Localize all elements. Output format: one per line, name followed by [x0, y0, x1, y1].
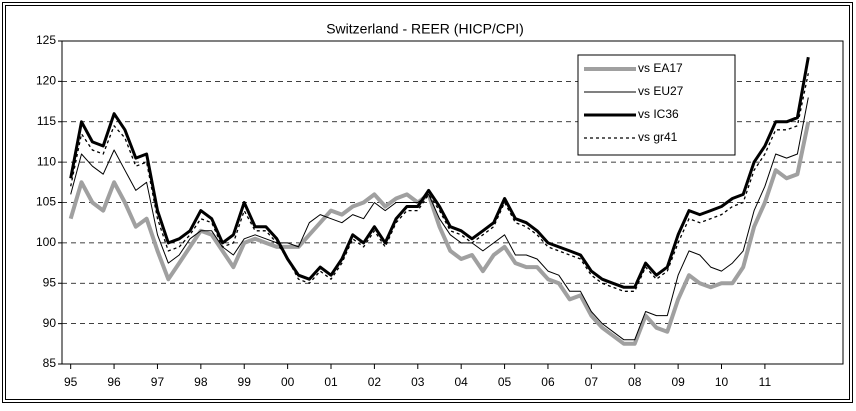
y-tick-label: 90: [43, 316, 57, 330]
x-tick-label: 08: [628, 375, 642, 389]
y-tick-label: 120: [36, 74, 56, 88]
x-tick-label: 01: [324, 375, 338, 389]
legend-label: vs EA17: [638, 61, 683, 75]
legend-label: vs EU27: [638, 84, 684, 98]
inner-frame: [5, 5, 850, 400]
y-tick-label: 110: [37, 154, 56, 168]
x-tick-label: 03: [411, 375, 425, 389]
y-tick-label: 85: [43, 356, 57, 370]
y-tick-label: 105: [36, 195, 56, 209]
x-tick-label: 02: [368, 375, 382, 389]
x-tick-label: 95: [64, 375, 78, 389]
x-tick-label: 07: [585, 375, 599, 389]
x-tick-label: 96: [107, 375, 121, 389]
x-tick-label: 00: [281, 375, 295, 389]
legend-label: vs gr41: [638, 130, 678, 144]
plot-frame: [61, 40, 844, 365]
y-tick-label: 95: [43, 275, 57, 289]
x-tick-label: 98: [194, 375, 208, 389]
x-tick-label: 05: [498, 375, 512, 389]
series-line: [70, 73, 809, 292]
x-tick-label: 10: [715, 375, 729, 389]
chart-title: Switzerland - REER (HICP/CPI): [326, 21, 524, 37]
y-tick-label: 115: [37, 114, 56, 128]
x-tick-label: 06: [541, 375, 555, 389]
legend-label: vs IC36: [638, 107, 679, 121]
legend: vs EA17 vs EU27 vs IC36 vs gr41: [577, 54, 736, 156]
x-tick-label: 09: [671, 375, 685, 389]
x-tick-label: 97: [151, 375, 165, 389]
series-line: [70, 97, 809, 341]
legend-box: [577, 54, 736, 156]
x-tick-label: 99: [238, 375, 252, 389]
outer-frame: [2, 2, 853, 403]
y-tick-label: 100: [36, 235, 56, 249]
series-line: [69, 56, 810, 289]
x-tick-label: 04: [454, 375, 468, 389]
y-tick-label: 125: [36, 33, 56, 47]
series-line: [68, 121, 811, 346]
x-tick-label: 11: [759, 375, 772, 389]
